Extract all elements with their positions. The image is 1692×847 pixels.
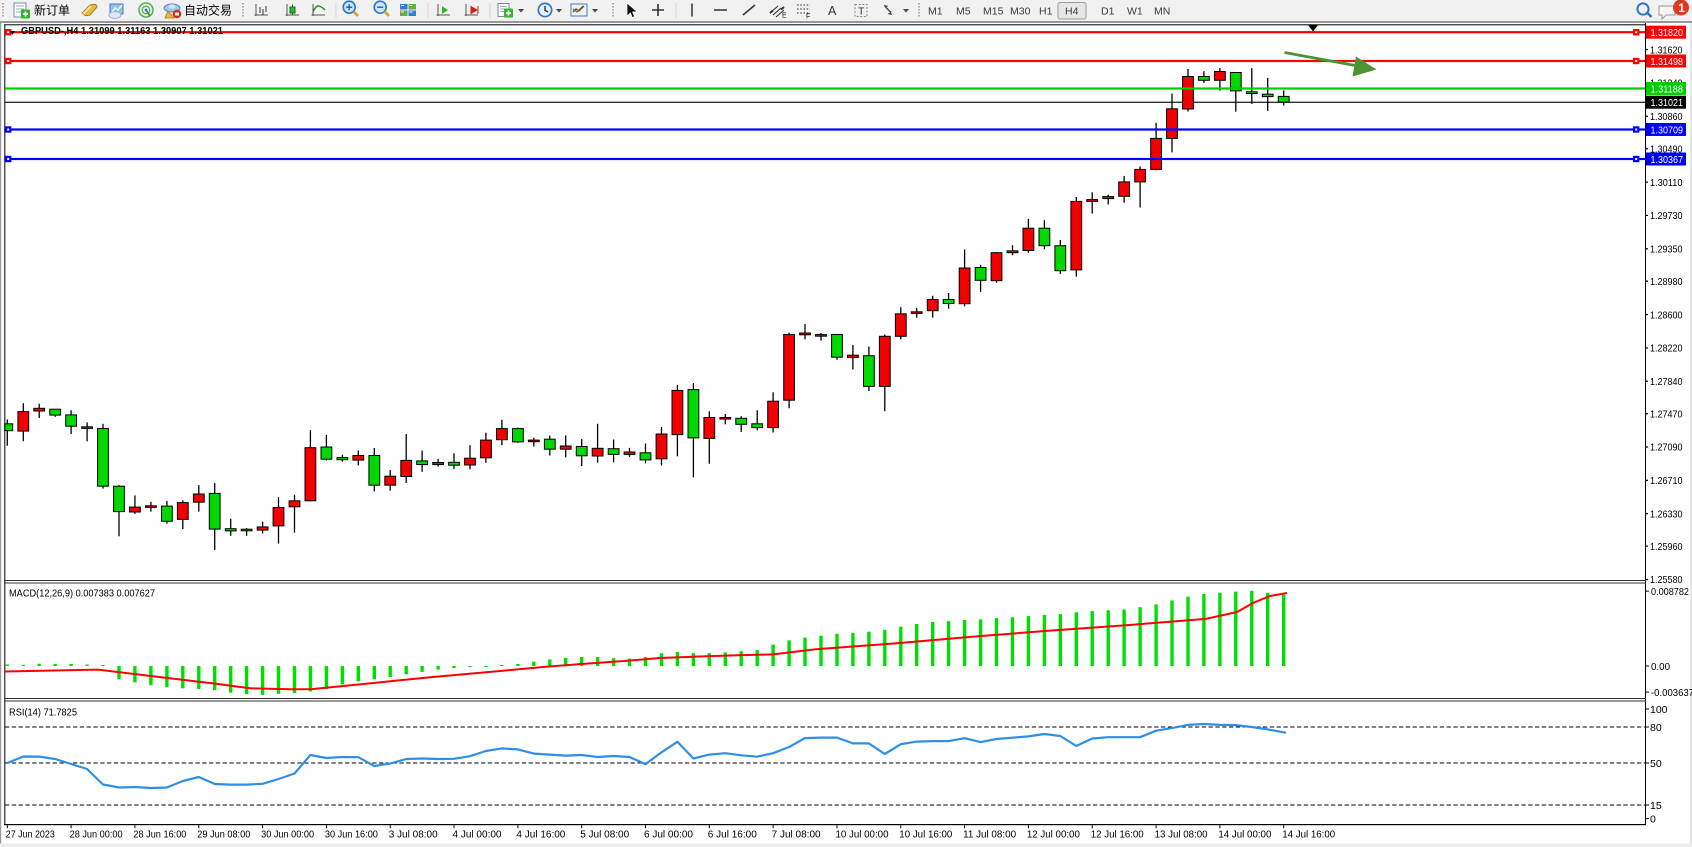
svg-text:0.008782: 0.008782 [1651,586,1689,598]
svg-text:80: 80 [1650,722,1662,734]
svg-text:4 Jul 16:00: 4 Jul 16:00 [516,830,565,841]
svg-text:1.27470: 1.27470 [1650,408,1683,420]
svg-text:M30: M30 [1010,6,1031,18]
svg-text:28 Jun 00:00: 28 Jun 00:00 [70,830,123,841]
svg-text:MACD(12,26,9) 0.007383 0.00762: MACD(12,26,9) 0.007383 0.007627 [9,589,155,600]
svg-text:E: E [782,13,787,20]
svg-text:自动交易: 自动交易 [184,3,232,18]
svg-text:1.30860: 1.30860 [1650,111,1683,123]
svg-text:1.29350: 1.29350 [1650,244,1683,256]
svg-text:M15: M15 [983,6,1004,18]
svg-text:11 Jul 08:00: 11 Jul 08:00 [963,830,1016,841]
svg-text:7 Jul 08:00: 7 Jul 08:00 [772,830,821,841]
svg-text:F: F [806,14,810,21]
svg-text:30 Jun 00:00: 30 Jun 00:00 [261,830,314,841]
svg-text:1.31188: 1.31188 [1651,83,1684,95]
svg-text:1: 1 [1678,1,1685,15]
svg-text:15: 15 [1650,800,1662,812]
svg-text:1.28220: 1.28220 [1650,343,1683,355]
svg-text:10 Jul 16:00: 10 Jul 16:00 [899,830,952,841]
svg-text:1.28980: 1.28980 [1650,276,1683,288]
svg-text:0.00: 0.00 [1651,661,1670,673]
svg-text:GBPUSD-,H4 1.31099 1.31163 1.3: GBPUSD-,H4 1.31099 1.31163 1.30907 1.310… [21,26,224,37]
svg-text:新订单: 新订单 [34,3,70,18]
svg-text:4 Jul 00:00: 4 Jul 00:00 [453,830,502,841]
svg-text:1.25960: 1.25960 [1650,541,1683,553]
svg-text:1.30110: 1.30110 [1650,177,1683,189]
svg-text:1.26710: 1.26710 [1650,475,1683,487]
svg-text:M1: M1 [928,6,943,18]
svg-text:H1: H1 [1039,6,1053,18]
svg-text:RSI(14) 71.7825: RSI(14) 71.7825 [9,708,77,719]
svg-text:12 Jul 00:00: 12 Jul 00:00 [1027,830,1080,841]
svg-text:1.28600: 1.28600 [1650,309,1683,321]
svg-text:H4: H4 [1065,6,1079,18]
svg-text:14 Jul 00:00: 14 Jul 00:00 [1218,830,1271,841]
svg-text:W1: W1 [1127,6,1143,18]
svg-text:T: T [858,6,865,18]
svg-text:0: 0 [1650,813,1656,825]
svg-text:28 Jun 16:00: 28 Jun 16:00 [133,830,186,841]
svg-text:A: A [828,4,837,18]
svg-text:1.31620: 1.31620 [1650,44,1683,56]
svg-text:MN: MN [1154,6,1170,18]
svg-text:50: 50 [1650,758,1662,770]
svg-text:100: 100 [1650,704,1668,716]
svg-text:5 Jul 08:00: 5 Jul 08:00 [580,830,629,841]
svg-text:1.31820: 1.31820 [1651,27,1684,39]
svg-text:12 Jul 16:00: 12 Jul 16:00 [1091,830,1144,841]
svg-text:1.31021: 1.31021 [1651,97,1684,109]
svg-text:30 Jun 16:00: 30 Jun 16:00 [325,830,378,841]
svg-text:6 Jul 00:00: 6 Jul 00:00 [644,830,693,841]
svg-text:D1: D1 [1101,6,1115,18]
svg-text:1.30367: 1.30367 [1651,154,1684,166]
svg-text:10 Jul 00:00: 10 Jul 00:00 [836,830,889,841]
svg-text:-0.003637: -0.003637 [1651,687,1692,699]
svg-text:14 Jul 16:00: 14 Jul 16:00 [1282,830,1335,841]
svg-text:27 Jun 2023: 27 Jun 2023 [6,830,55,841]
svg-text:1.30709: 1.30709 [1651,124,1684,136]
svg-text:6 Jul 16:00: 6 Jul 16:00 [708,830,757,841]
svg-text:13 Jul 08:00: 13 Jul 08:00 [1155,830,1208,841]
svg-text:1.31498: 1.31498 [1651,56,1684,68]
svg-text:3 Jul 08:00: 3 Jul 08:00 [389,830,438,841]
svg-text:1.27090: 1.27090 [1650,442,1683,454]
svg-text:1.26330: 1.26330 [1650,508,1683,520]
svg-text:29 Jun 08:00: 29 Jun 08:00 [197,830,250,841]
svg-text:1.27840: 1.27840 [1650,376,1683,388]
svg-text:1.25580: 1.25580 [1650,574,1683,586]
svg-text:M5: M5 [956,6,971,18]
svg-text:1.29730: 1.29730 [1650,210,1683,222]
